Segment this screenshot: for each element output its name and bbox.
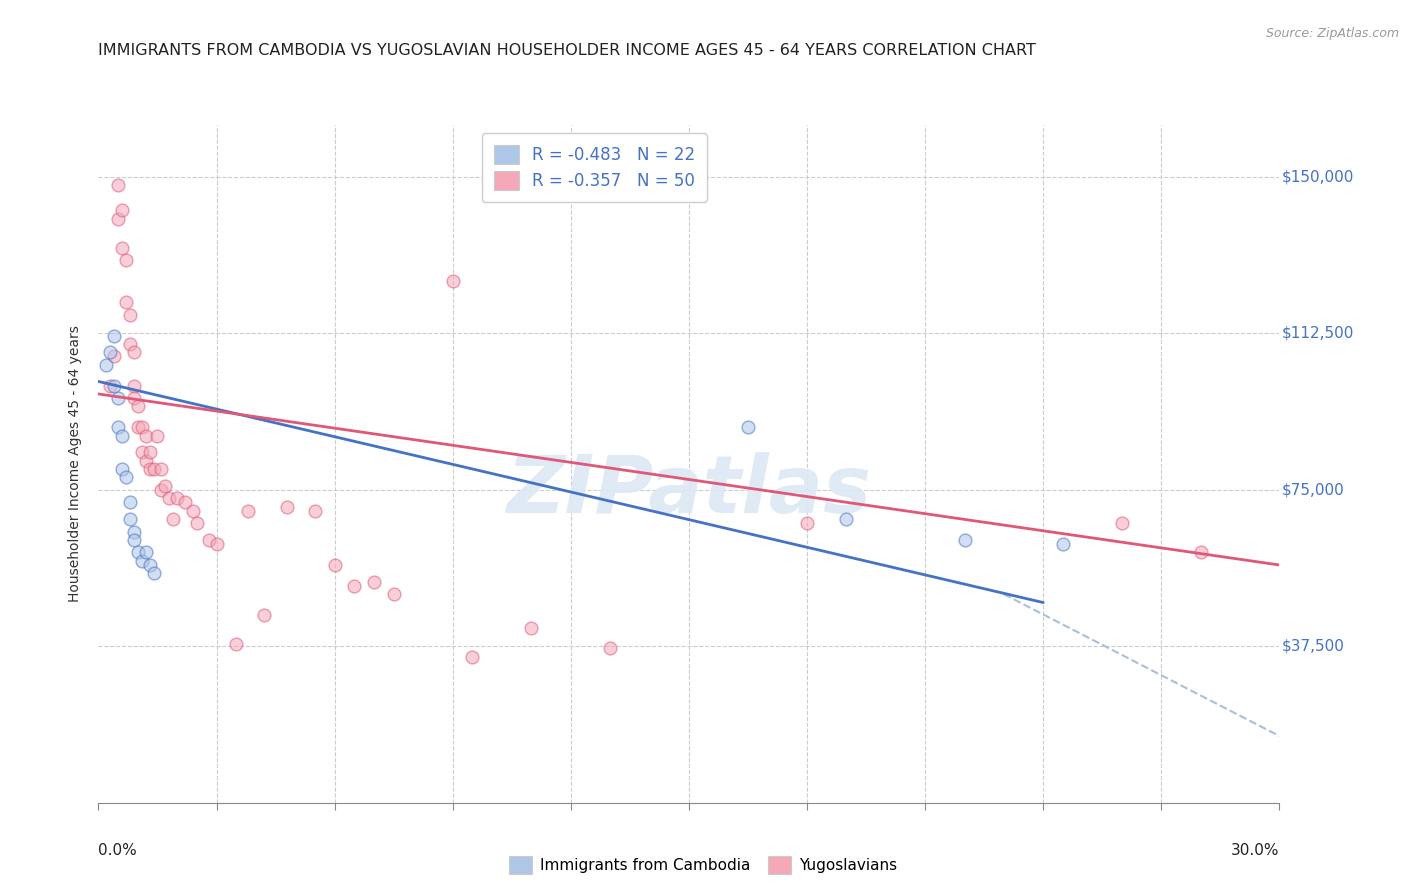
Point: [382, 587, 405, 601]
Point: [142, 462, 165, 476]
Legend: R = -0.483   N = 22, R = -0.357   N = 50: R = -0.483 N = 22, R = -0.357 N = 50: [482, 133, 707, 202]
Point: [276, 500, 298, 514]
Point: [103, 328, 125, 343]
Point: [111, 462, 134, 476]
Point: [122, 345, 145, 359]
Text: $150,000: $150,000: [1282, 169, 1354, 185]
Point: [111, 241, 134, 255]
Point: [236, 504, 259, 518]
Point: [103, 350, 125, 364]
Point: [197, 533, 219, 547]
Text: $75,000: $75,000: [1282, 483, 1344, 498]
Point: [122, 524, 145, 539]
Point: [131, 554, 153, 568]
Point: [135, 545, 157, 559]
Point: [1189, 545, 1212, 559]
Point: [135, 453, 157, 467]
Point: [162, 512, 184, 526]
Point: [131, 445, 153, 459]
Point: [127, 545, 149, 559]
Point: [118, 495, 141, 509]
Point: [138, 462, 160, 476]
Point: [186, 516, 208, 531]
Text: $112,500: $112,500: [1282, 326, 1354, 341]
Point: [441, 274, 464, 288]
Point: [138, 445, 160, 459]
Point: [135, 428, 157, 442]
Point: [323, 558, 346, 572]
Point: [304, 504, 326, 518]
Point: [107, 211, 129, 226]
Text: $37,500: $37,500: [1282, 639, 1344, 654]
Text: IMMIGRANTS FROM CAMBODIA VS YUGOSLAVIAN HOUSEHOLDER INCOME AGES 45 - 64 YEARS CO: IMMIGRANTS FROM CAMBODIA VS YUGOSLAVIAN …: [98, 43, 1036, 58]
Point: [520, 621, 543, 635]
Point: [107, 420, 129, 434]
Point: [122, 378, 145, 392]
Point: [115, 470, 138, 484]
Point: [111, 428, 134, 442]
Point: [98, 378, 121, 392]
Point: [253, 608, 276, 623]
Point: [111, 203, 134, 218]
Point: [150, 462, 173, 476]
Point: [461, 649, 484, 664]
Point: [142, 566, 165, 581]
Y-axis label: Householder Income Ages 45 - 64 years: Householder Income Ages 45 - 64 years: [69, 326, 83, 602]
Point: [181, 504, 204, 518]
Point: [107, 391, 129, 405]
Point: [127, 400, 149, 414]
Point: [737, 420, 759, 434]
Point: [1052, 537, 1074, 551]
Point: [146, 428, 169, 442]
Point: [118, 512, 141, 526]
Point: [343, 579, 366, 593]
Point: [166, 491, 188, 506]
Point: [98, 345, 121, 359]
Point: [138, 558, 160, 572]
Point: [225, 637, 247, 651]
Point: [118, 308, 141, 322]
Point: [155, 479, 177, 493]
Point: [115, 253, 138, 268]
Point: [115, 295, 138, 310]
Point: [122, 533, 145, 547]
Point: [363, 574, 385, 589]
Point: [174, 495, 197, 509]
Point: [103, 378, 125, 392]
Text: Source: ZipAtlas.com: Source: ZipAtlas.com: [1265, 27, 1399, 40]
Point: [118, 337, 141, 351]
Point: [150, 483, 173, 497]
Point: [796, 516, 818, 531]
Point: [1111, 516, 1133, 531]
Point: [953, 533, 976, 547]
Legend: Immigrants from Cambodia, Yugoslavians: Immigrants from Cambodia, Yugoslavians: [503, 850, 903, 880]
Text: 30.0%: 30.0%: [1232, 844, 1279, 858]
Point: [131, 420, 153, 434]
Point: [205, 537, 228, 551]
Text: ZIPatlas: ZIPatlas: [506, 452, 872, 530]
Point: [599, 641, 621, 656]
Text: 0.0%: 0.0%: [98, 844, 138, 858]
Point: [157, 491, 180, 506]
Point: [96, 358, 118, 372]
Point: [122, 391, 145, 405]
Point: [835, 512, 858, 526]
Point: [107, 178, 129, 193]
Point: [127, 420, 149, 434]
